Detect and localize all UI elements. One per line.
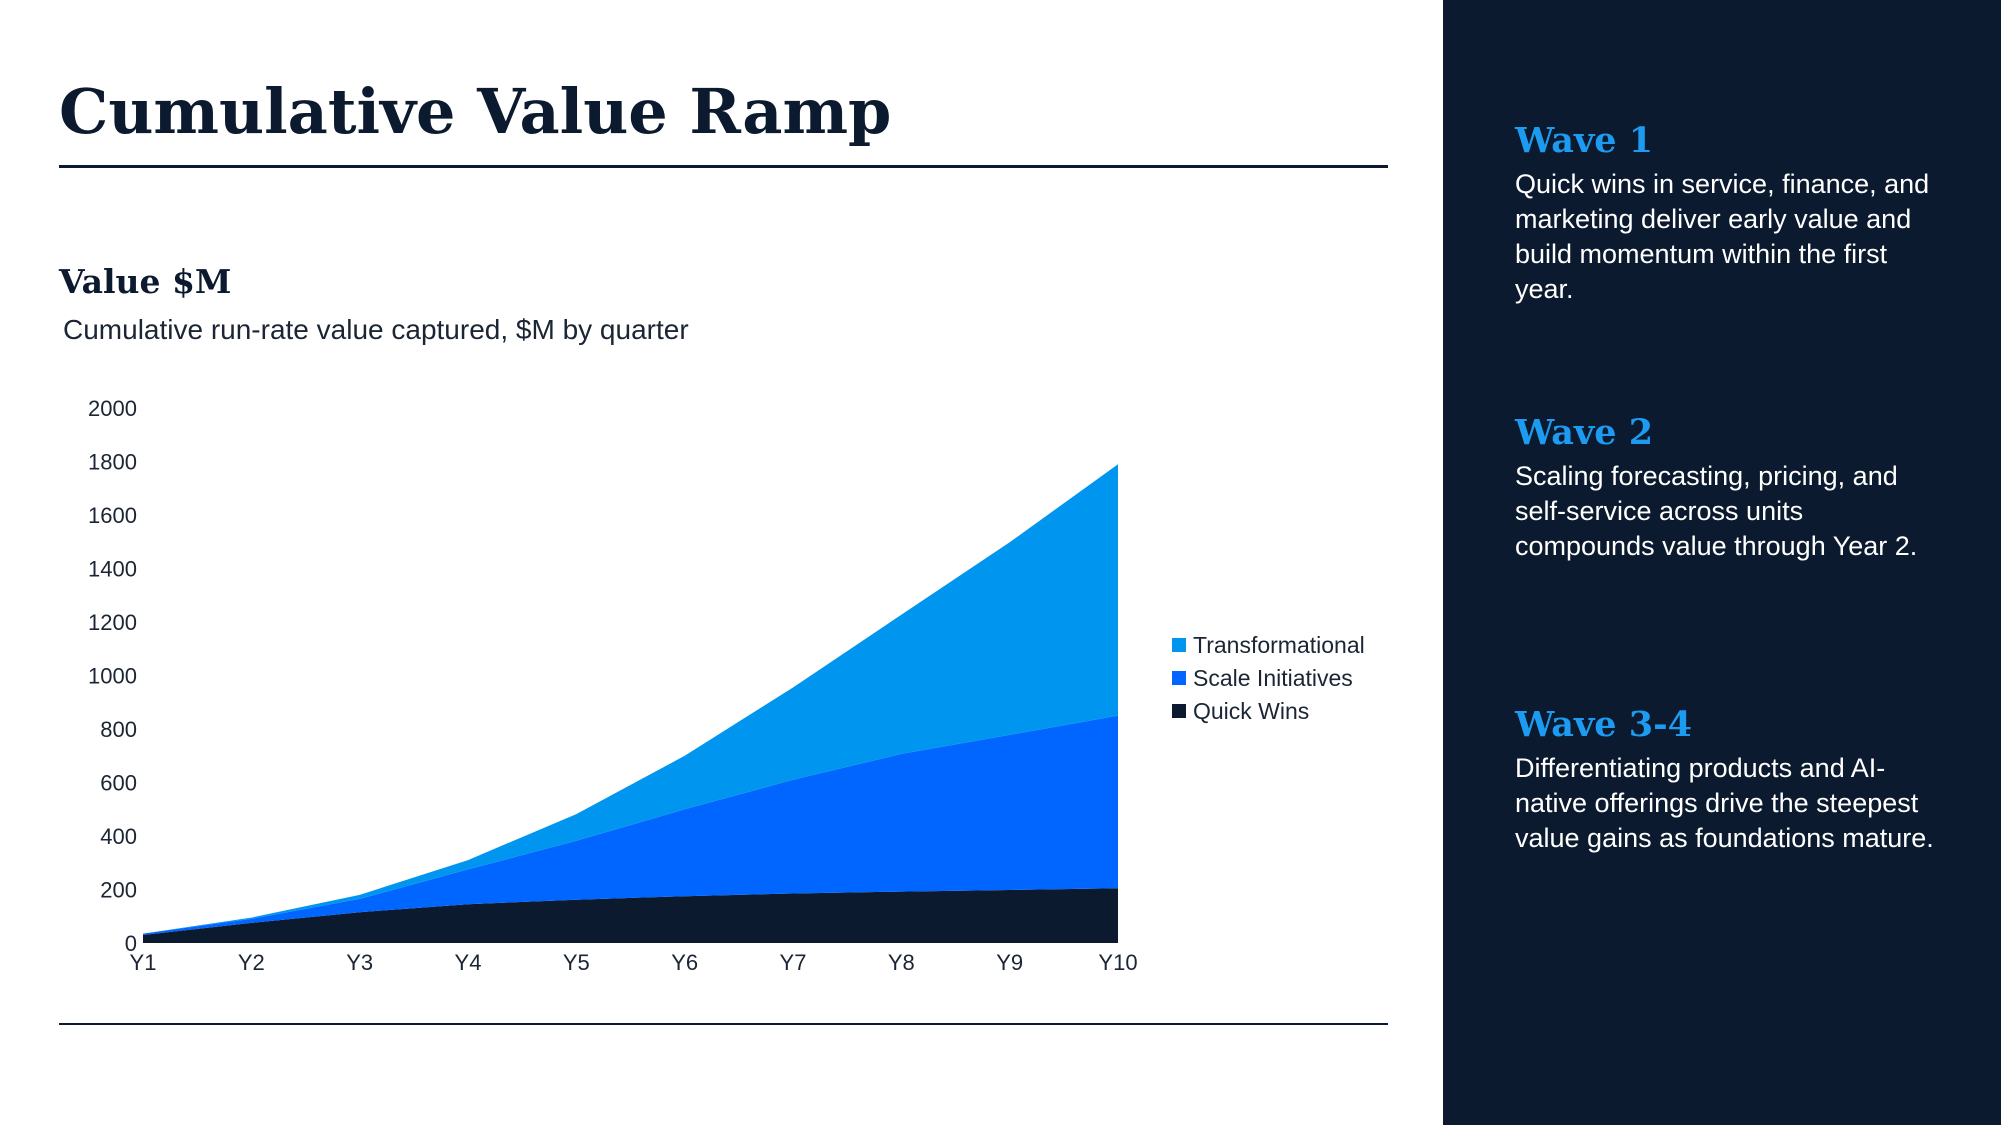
legend-label: Transformational: [1193, 632, 1365, 658]
wave-title: Wave 3-4: [1515, 704, 1692, 745]
stacked-area-chart: 0 200 400 600 800 1000 1200 1400 1600 1800 2000 Y1…: [88, 396, 1365, 975]
title-divider: [59, 165, 1388, 168]
y-tick-label: 1200: [88, 610, 137, 635]
x-tick-label: Y5: [563, 950, 590, 975]
footer-divider: [59, 1023, 1388, 1025]
wave-sidebar: Wave 1 Quick wins in service, finance, a…: [1443, 0, 2001, 1125]
legend-label: Quick Wins: [1193, 698, 1309, 724]
wave-description: Scaling forecasting, pricing, and self-s…: [1515, 461, 1918, 561]
legend-swatch: [1172, 671, 1186, 685]
y-axis: 0 200 400 600 800 1000 1200 1400 1600 1800 2000: [88, 396, 137, 956]
x-tick-label: Y4: [455, 950, 482, 975]
legend-label: Scale Initiatives: [1193, 665, 1353, 691]
area-scale-initiatives: [143, 715, 1118, 935]
x-tick-label: Y3: [346, 950, 373, 975]
y-tick-label: 1800: [88, 450, 137, 475]
chart-title: Value $M: [59, 262, 232, 301]
y-tick-label: 400: [100, 824, 137, 849]
wave-card-2: Wave 2 Scaling forecasting, pricing, and…: [1515, 412, 1935, 564]
wave-description: Differentiating products and AI-native o…: [1515, 753, 1934, 853]
legend-swatch: [1172, 704, 1186, 718]
chart-areas: [143, 464, 1118, 943]
y-tick-label: 0: [125, 931, 137, 956]
y-tick-label: 200: [100, 878, 137, 903]
wave-card-1: Wave 1 Quick wins in service, finance, a…: [1515, 120, 1935, 307]
x-tick-label: Y6: [671, 950, 698, 975]
x-tick-label: Y8: [888, 950, 915, 975]
y-tick-label: 600: [100, 771, 137, 796]
wave-description: Quick wins in service, finance, and mark…: [1515, 169, 1930, 304]
y-tick-label: 1000: [88, 664, 137, 689]
legend-swatch: [1172, 638, 1186, 652]
x-tick-label: Y1: [130, 950, 157, 975]
x-tick-label: Y10: [1098, 950, 1137, 975]
area-transformational: [143, 464, 1118, 934]
y-tick-label: 800: [100, 717, 137, 742]
y-tick-label: 1400: [88, 557, 137, 582]
area-quick-wins: [143, 888, 1118, 943]
wave-title: Wave 1: [1515, 120, 1654, 161]
y-tick-label: 2000: [88, 396, 137, 421]
chart-subtitle: Cumulative run-rate value captured, $M b…: [63, 314, 689, 345]
page-title: Cumulative Value Ramp: [59, 75, 892, 148]
wave-card-3: Wave 3-4 Differentiating products and AI…: [1515, 704, 1935, 856]
x-tick-label: Y7: [780, 950, 807, 975]
main-panel: Cumulative Value Ramp Value $M Cumulativ…: [59, 75, 1388, 1025]
y-tick-label: 1600: [88, 503, 137, 528]
chart-legend: Transformational Scale Initiatives Quick W…: [1172, 632, 1365, 724]
x-axis: Y1 Y2 Y3 Y4 Y5 Y6 Y7 Y8 Y9 Y10: [130, 950, 1138, 975]
x-tick-label: Y9: [996, 950, 1023, 975]
wave-title: Wave 2: [1515, 412, 1654, 453]
x-tick-label: Y2: [238, 950, 265, 975]
